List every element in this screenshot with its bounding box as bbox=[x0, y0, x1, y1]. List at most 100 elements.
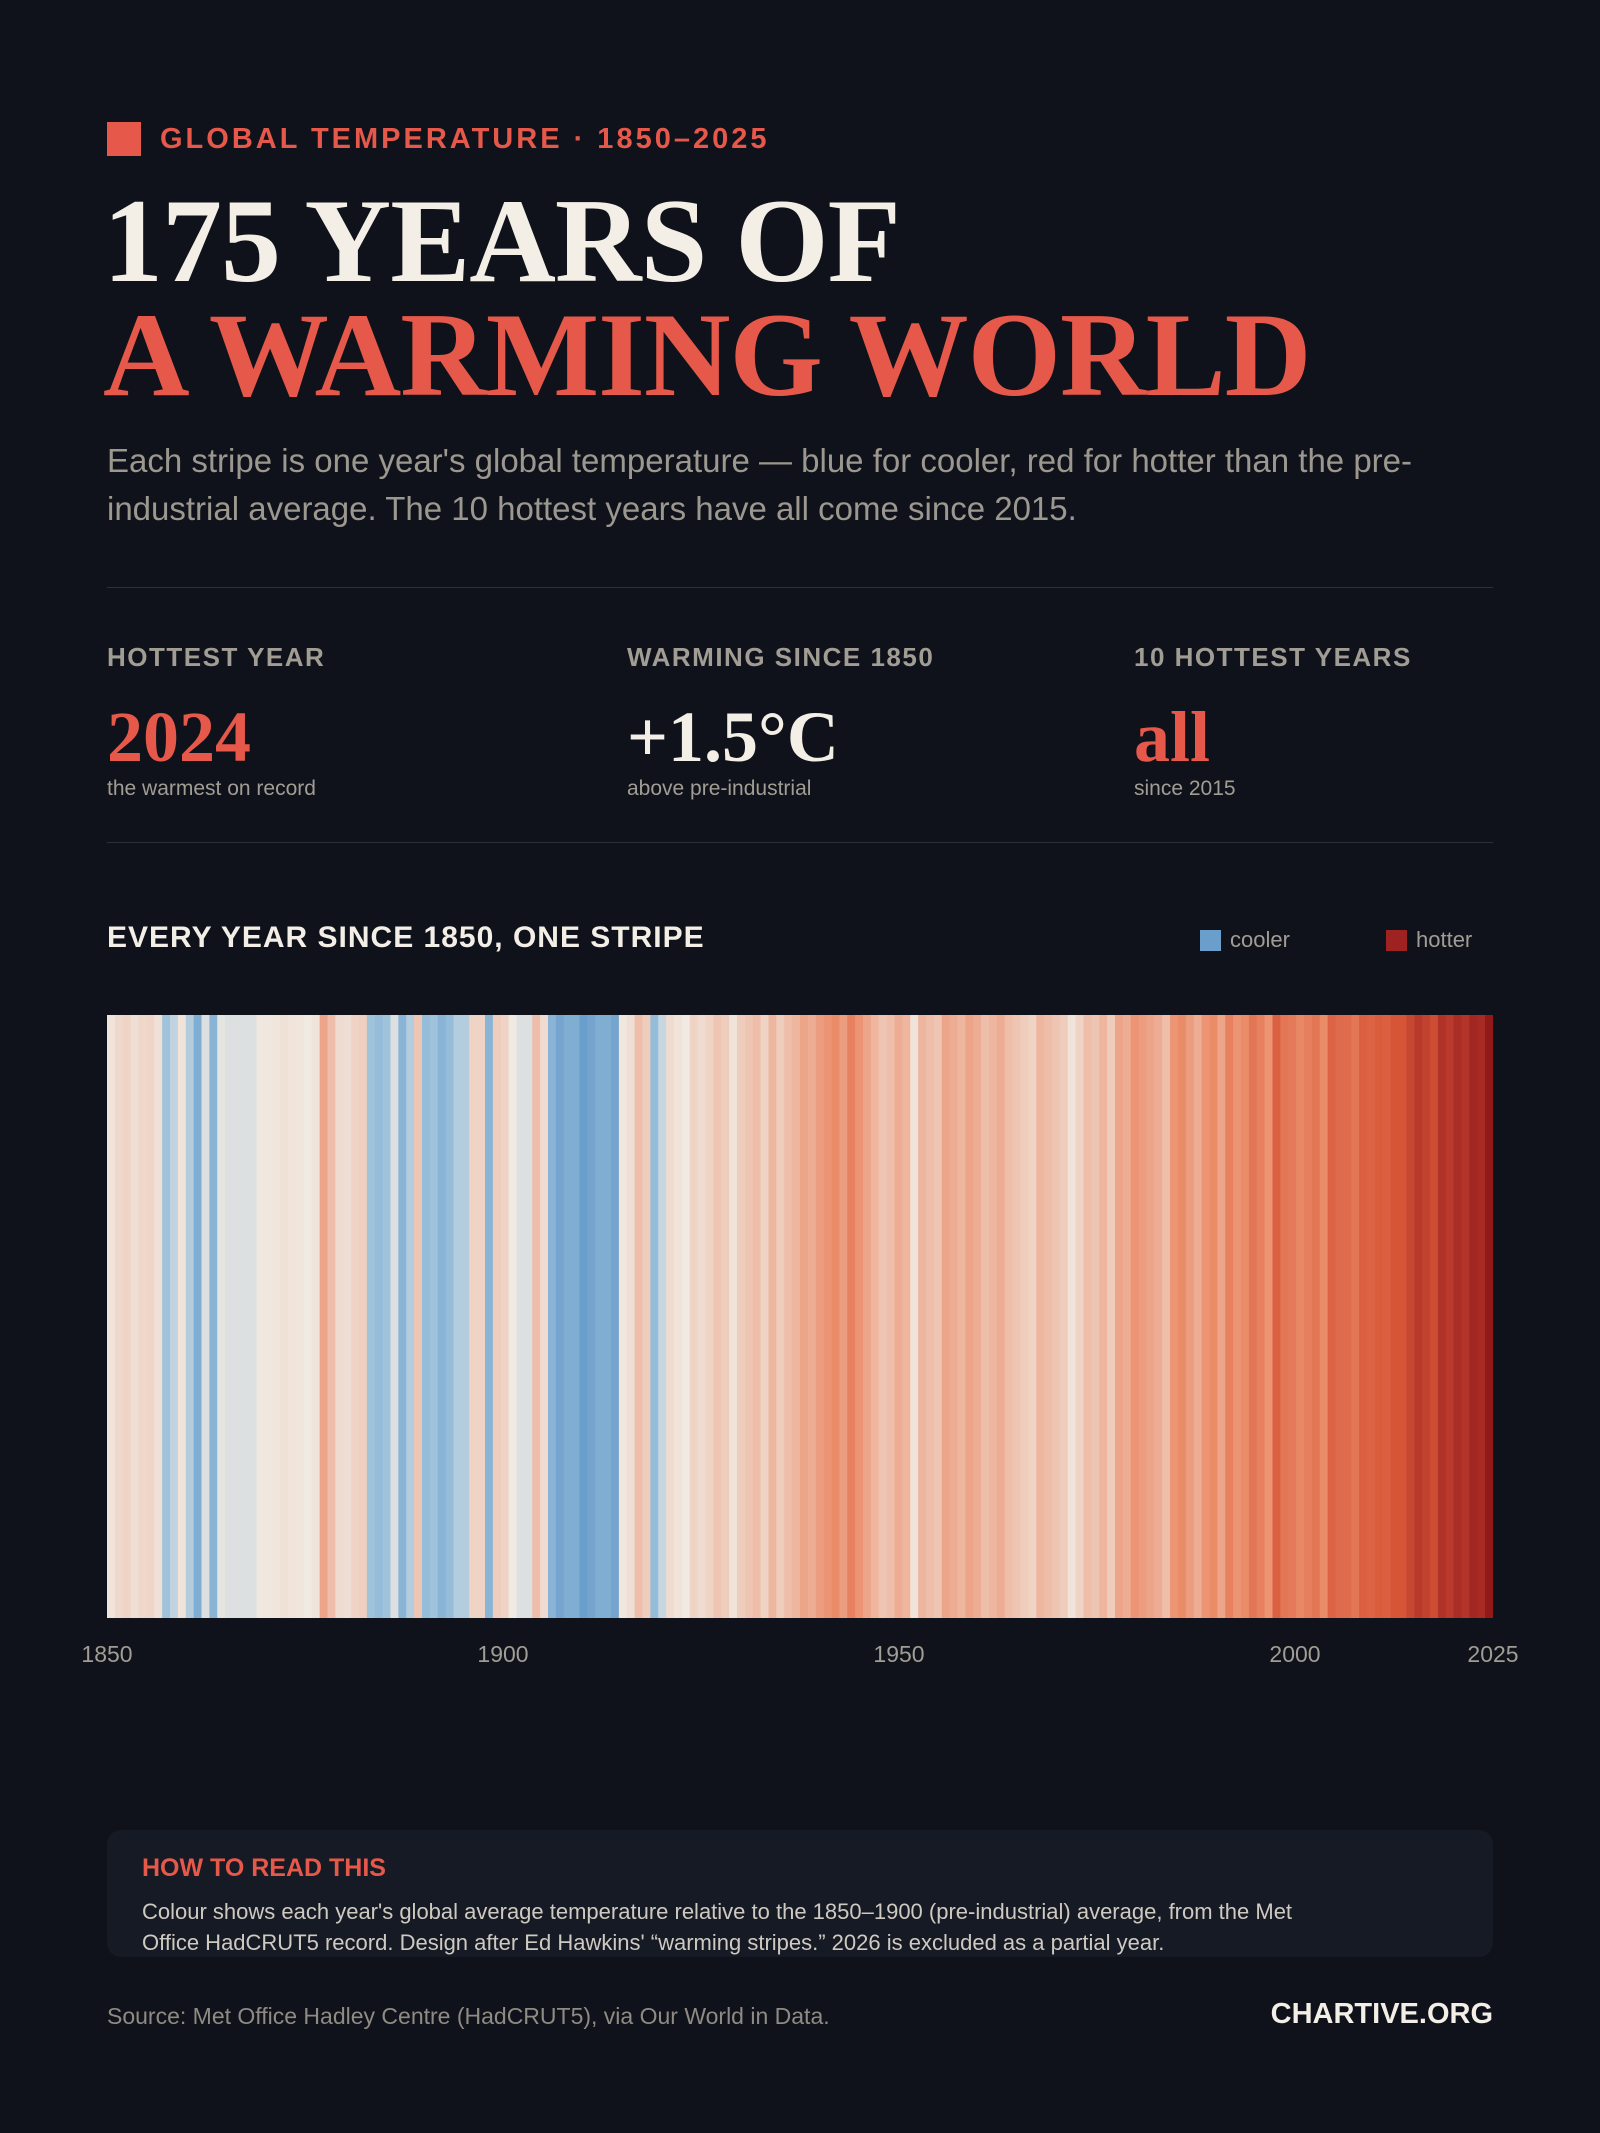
stripe-1854 bbox=[138, 1015, 147, 1618]
stripe-1930 bbox=[737, 1015, 746, 1618]
stripe-1989 bbox=[1201, 1015, 1211, 1618]
warming-stripes-chart bbox=[107, 1015, 1493, 1618]
stripe-1993 bbox=[1233, 1015, 1242, 1618]
stripe-1921 bbox=[666, 1015, 675, 1618]
stripe-2020 bbox=[1445, 1015, 1455, 1618]
stripe-2009 bbox=[1359, 1015, 1368, 1618]
legend-cooler: cooler bbox=[1200, 927, 1290, 953]
stat-value: 2024 bbox=[107, 697, 251, 777]
stripe-1861 bbox=[193, 1015, 203, 1618]
stripe-1959 bbox=[965, 1015, 974, 1618]
stripe-1884 bbox=[374, 1015, 384, 1618]
stripe-1903 bbox=[524, 1015, 533, 1618]
stripe-1852 bbox=[122, 1015, 132, 1618]
stripe-1957 bbox=[949, 1015, 959, 1618]
stripe-1885 bbox=[382, 1015, 392, 1618]
stripe-2004 bbox=[1319, 1015, 1329, 1618]
stripe-1955 bbox=[933, 1015, 943, 1618]
stripe-1915 bbox=[618, 1015, 628, 1618]
stripe-1962 bbox=[989, 1015, 998, 1618]
stripe-1918 bbox=[642, 1015, 651, 1618]
stripe-1880 bbox=[343, 1015, 352, 1618]
stripe-1872 bbox=[280, 1015, 289, 1618]
x-tick: 1900 bbox=[477, 1641, 529, 1667]
stripe-1901 bbox=[508, 1015, 518, 1618]
kicker: GLOBAL TEMPERATURE · 1850–2025 bbox=[107, 122, 769, 156]
stripe-1934 bbox=[768, 1015, 777, 1618]
stripe-1886 bbox=[390, 1015, 399, 1618]
stripe-1897 bbox=[477, 1015, 486, 1618]
stripe-1922 bbox=[674, 1015, 683, 1618]
stripe-2022 bbox=[1461, 1015, 1470, 1618]
stripe-1896 bbox=[469, 1015, 478, 1618]
source-credit: Source: Met Office Hadley Centre (HadCRU… bbox=[107, 2003, 830, 2029]
stripe-1992 bbox=[1225, 1015, 1234, 1618]
stat-label: WARMING SINCE 1850 bbox=[627, 642, 935, 672]
stripe-1910 bbox=[579, 1015, 588, 1618]
stripe-1983 bbox=[1154, 1015, 1163, 1618]
stripe-1995 bbox=[1248, 1015, 1258, 1618]
stripe-1969 bbox=[1044, 1015, 1053, 1618]
note-body: Colour shows each year's global average … bbox=[142, 1899, 1293, 1955]
stripe-2007 bbox=[1343, 1015, 1352, 1618]
stripe-1931 bbox=[744, 1015, 754, 1618]
x-tick: 1950 bbox=[873, 1641, 925, 1667]
stripe-1894 bbox=[453, 1015, 462, 1618]
stripe-2024 bbox=[1477, 1015, 1486, 1618]
stripe-1869 bbox=[256, 1015, 266, 1618]
stat-label: 10 HOTTEST YEARS bbox=[1134, 642, 1412, 672]
stripe-1923 bbox=[681, 1015, 691, 1618]
stripe-2002 bbox=[1304, 1015, 1313, 1618]
brand-logo: CHARTIVE.ORG bbox=[1270, 1998, 1493, 2030]
stripe-1960 bbox=[973, 1015, 982, 1618]
stripe-1898 bbox=[485, 1015, 494, 1618]
stripe-1994 bbox=[1241, 1015, 1250, 1618]
stripe-1904 bbox=[532, 1015, 541, 1618]
stripe-2023 bbox=[1469, 1015, 1478, 1618]
stripe-1864 bbox=[217, 1015, 226, 1618]
stripe-1887 bbox=[398, 1015, 407, 1618]
stripe-1948 bbox=[878, 1015, 888, 1618]
stripe-2016 bbox=[1414, 1015, 1423, 1618]
stripe-2018 bbox=[1430, 1015, 1439, 1618]
stripe-1928 bbox=[721, 1015, 730, 1618]
stripe-2006 bbox=[1335, 1015, 1344, 1618]
stat-sub: the warmest on record bbox=[107, 777, 316, 800]
stripe-1952 bbox=[910, 1015, 919, 1618]
stripe-1981 bbox=[1138, 1015, 1148, 1618]
stripe-2012 bbox=[1382, 1015, 1392, 1618]
stripe-1927 bbox=[713, 1015, 722, 1618]
stripe-1996 bbox=[1256, 1015, 1266, 1618]
chart-title: EVERY YEAR SINCE 1850, ONE STRIPE bbox=[107, 921, 705, 954]
x-tick: 1850 bbox=[81, 1641, 133, 1667]
stripe-1979 bbox=[1122, 1015, 1132, 1618]
stripe-1902 bbox=[516, 1015, 525, 1618]
stripe-1862 bbox=[201, 1015, 210, 1618]
stripe-1943 bbox=[839, 1015, 848, 1618]
stat-label: HOTTEST YEAR bbox=[107, 642, 326, 672]
stripe-1935 bbox=[776, 1015, 785, 1618]
stripe-1951 bbox=[902, 1015, 911, 1618]
stripe-1949 bbox=[886, 1015, 896, 1618]
stripe-1890 bbox=[422, 1015, 431, 1618]
stripe-1978 bbox=[1115, 1015, 1124, 1618]
stripe-1913 bbox=[603, 1015, 612, 1618]
stripe-1980 bbox=[1130, 1015, 1140, 1618]
stripe-1877 bbox=[319, 1015, 329, 1618]
stripe-1999 bbox=[1280, 1015, 1289, 1618]
legend-label: cooler bbox=[1230, 927, 1290, 952]
divider-bottom bbox=[107, 842, 1493, 843]
stat-value: +1.5°C bbox=[627, 697, 839, 777]
stripe-1907 bbox=[555, 1015, 565, 1618]
stripe-1889 bbox=[414, 1015, 423, 1618]
stat-sub: above pre-industrial bbox=[627, 777, 812, 800]
stripe-1966 bbox=[1020, 1015, 1029, 1618]
stripe-1892 bbox=[437, 1015, 447, 1618]
stripe-1991 bbox=[1217, 1015, 1226, 1618]
stripe-1858 bbox=[170, 1015, 179, 1618]
stripe-1984 bbox=[1162, 1015, 1171, 1618]
stripe-1882 bbox=[359, 1015, 368, 1618]
stripe-2005 bbox=[1327, 1015, 1337, 1618]
stripe-1909 bbox=[571, 1015, 581, 1618]
stripe-1924 bbox=[689, 1015, 699, 1618]
